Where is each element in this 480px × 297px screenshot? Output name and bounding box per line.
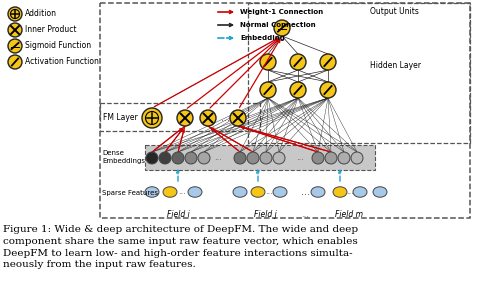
Text: Normal Connection: Normal Connection [240, 22, 316, 28]
Text: ...: ... [296, 154, 304, 162]
Circle shape [312, 152, 324, 164]
Circle shape [177, 110, 193, 126]
Circle shape [200, 110, 216, 126]
Circle shape [338, 152, 350, 164]
Ellipse shape [333, 187, 347, 197]
Text: ...: ... [301, 210, 309, 219]
Text: Field m: Field m [335, 210, 363, 219]
Ellipse shape [251, 187, 265, 197]
Circle shape [159, 152, 171, 164]
Circle shape [146, 152, 158, 164]
Circle shape [8, 7, 22, 21]
Circle shape [142, 108, 162, 128]
Text: Field j: Field j [253, 210, 276, 219]
Text: Sigmoid Function: Sigmoid Function [25, 42, 91, 50]
Circle shape [260, 82, 276, 98]
Circle shape [198, 152, 210, 164]
Text: FM Layer: FM Layer [103, 113, 138, 121]
Circle shape [290, 54, 306, 70]
Ellipse shape [145, 187, 159, 197]
Circle shape [185, 152, 197, 164]
Ellipse shape [188, 187, 202, 197]
Text: Inner Product: Inner Product [25, 26, 76, 34]
Text: Weight-1 Connection: Weight-1 Connection [240, 9, 323, 15]
Text: Embedding: Embedding [240, 35, 285, 41]
Text: ...: ... [178, 187, 186, 197]
Text: ...: ... [220, 113, 229, 123]
Text: Field i: Field i [167, 210, 190, 219]
Circle shape [320, 82, 336, 98]
Text: Output Units: Output Units [370, 7, 419, 17]
Circle shape [172, 152, 184, 164]
Ellipse shape [233, 187, 247, 197]
Circle shape [351, 152, 363, 164]
Circle shape [230, 110, 246, 126]
Circle shape [320, 54, 336, 70]
Circle shape [260, 152, 272, 164]
Text: Addition: Addition [25, 10, 57, 18]
Text: Activation Function: Activation Function [25, 58, 99, 67]
Text: Sparse Features: Sparse Features [102, 190, 158, 196]
Circle shape [8, 55, 22, 69]
Ellipse shape [311, 187, 325, 197]
Circle shape [273, 152, 285, 164]
Text: ...: ... [300, 187, 310, 197]
Circle shape [274, 20, 290, 36]
Circle shape [247, 152, 259, 164]
Circle shape [234, 152, 246, 164]
Circle shape [8, 23, 22, 37]
Circle shape [8, 39, 22, 53]
Circle shape [290, 82, 306, 98]
Ellipse shape [273, 187, 287, 197]
Circle shape [325, 152, 337, 164]
FancyBboxPatch shape [145, 145, 375, 170]
Ellipse shape [373, 187, 387, 197]
Text: Figure 1: Wide & deep architecture of DeepFM. The wide and deep
component share : Figure 1: Wide & deep architecture of De… [3, 225, 358, 269]
Text: ...: ... [346, 187, 354, 197]
Ellipse shape [353, 187, 367, 197]
Circle shape [260, 54, 276, 70]
Text: ...: ... [214, 154, 222, 162]
Text: Dense
Embeddings: Dense Embeddings [102, 150, 145, 164]
Ellipse shape [163, 187, 177, 197]
Text: ...: ... [265, 187, 273, 197]
Text: Hidden Layer: Hidden Layer [370, 61, 421, 69]
